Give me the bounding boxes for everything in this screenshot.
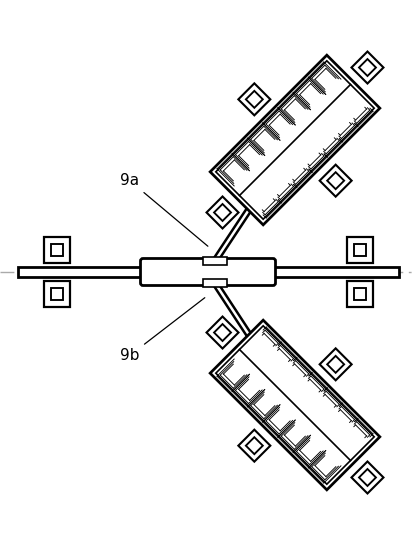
Bar xyxy=(347,281,373,307)
Bar xyxy=(273,267,399,277)
Bar xyxy=(347,237,373,263)
Bar xyxy=(203,257,227,265)
Polygon shape xyxy=(214,204,231,221)
Bar xyxy=(354,288,366,300)
Bar xyxy=(44,237,70,263)
Bar xyxy=(210,55,380,225)
Polygon shape xyxy=(246,91,263,108)
Bar xyxy=(210,320,380,490)
Bar xyxy=(51,288,63,300)
Polygon shape xyxy=(327,172,344,189)
Polygon shape xyxy=(359,469,376,486)
Polygon shape xyxy=(239,83,270,116)
Polygon shape xyxy=(352,462,384,493)
Bar xyxy=(18,267,143,277)
Polygon shape xyxy=(327,356,344,373)
Polygon shape xyxy=(214,324,231,341)
Polygon shape xyxy=(206,317,239,348)
Bar xyxy=(354,244,366,256)
Polygon shape xyxy=(246,437,263,454)
Text: 9b: 9b xyxy=(120,298,205,363)
Polygon shape xyxy=(359,59,376,76)
Bar xyxy=(216,61,374,219)
Bar xyxy=(44,281,70,307)
Bar xyxy=(51,244,63,256)
Bar xyxy=(203,279,227,287)
Text: 9a: 9a xyxy=(120,173,208,246)
Polygon shape xyxy=(239,429,270,462)
Polygon shape xyxy=(352,52,384,83)
Polygon shape xyxy=(320,165,352,197)
Polygon shape xyxy=(320,348,352,380)
Bar xyxy=(216,326,374,484)
Polygon shape xyxy=(206,197,239,228)
FancyBboxPatch shape xyxy=(141,258,276,286)
